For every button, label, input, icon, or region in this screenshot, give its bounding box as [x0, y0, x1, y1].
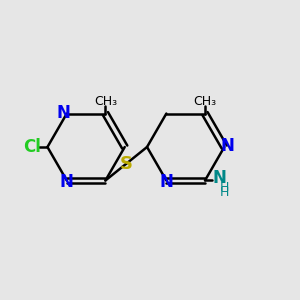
Text: N: N — [159, 173, 173, 191]
Text: S: S — [120, 155, 133, 173]
Text: CH₃: CH₃ — [194, 94, 217, 108]
Text: H: H — [220, 187, 229, 200]
Text: N: N — [60, 173, 74, 191]
Text: H: H — [220, 181, 229, 194]
Text: Cl: Cl — [23, 138, 41, 156]
Text: CH₃: CH₃ — [94, 94, 117, 108]
Text: N: N — [212, 169, 226, 187]
Text: N: N — [56, 104, 70, 122]
Text: N: N — [221, 137, 235, 155]
